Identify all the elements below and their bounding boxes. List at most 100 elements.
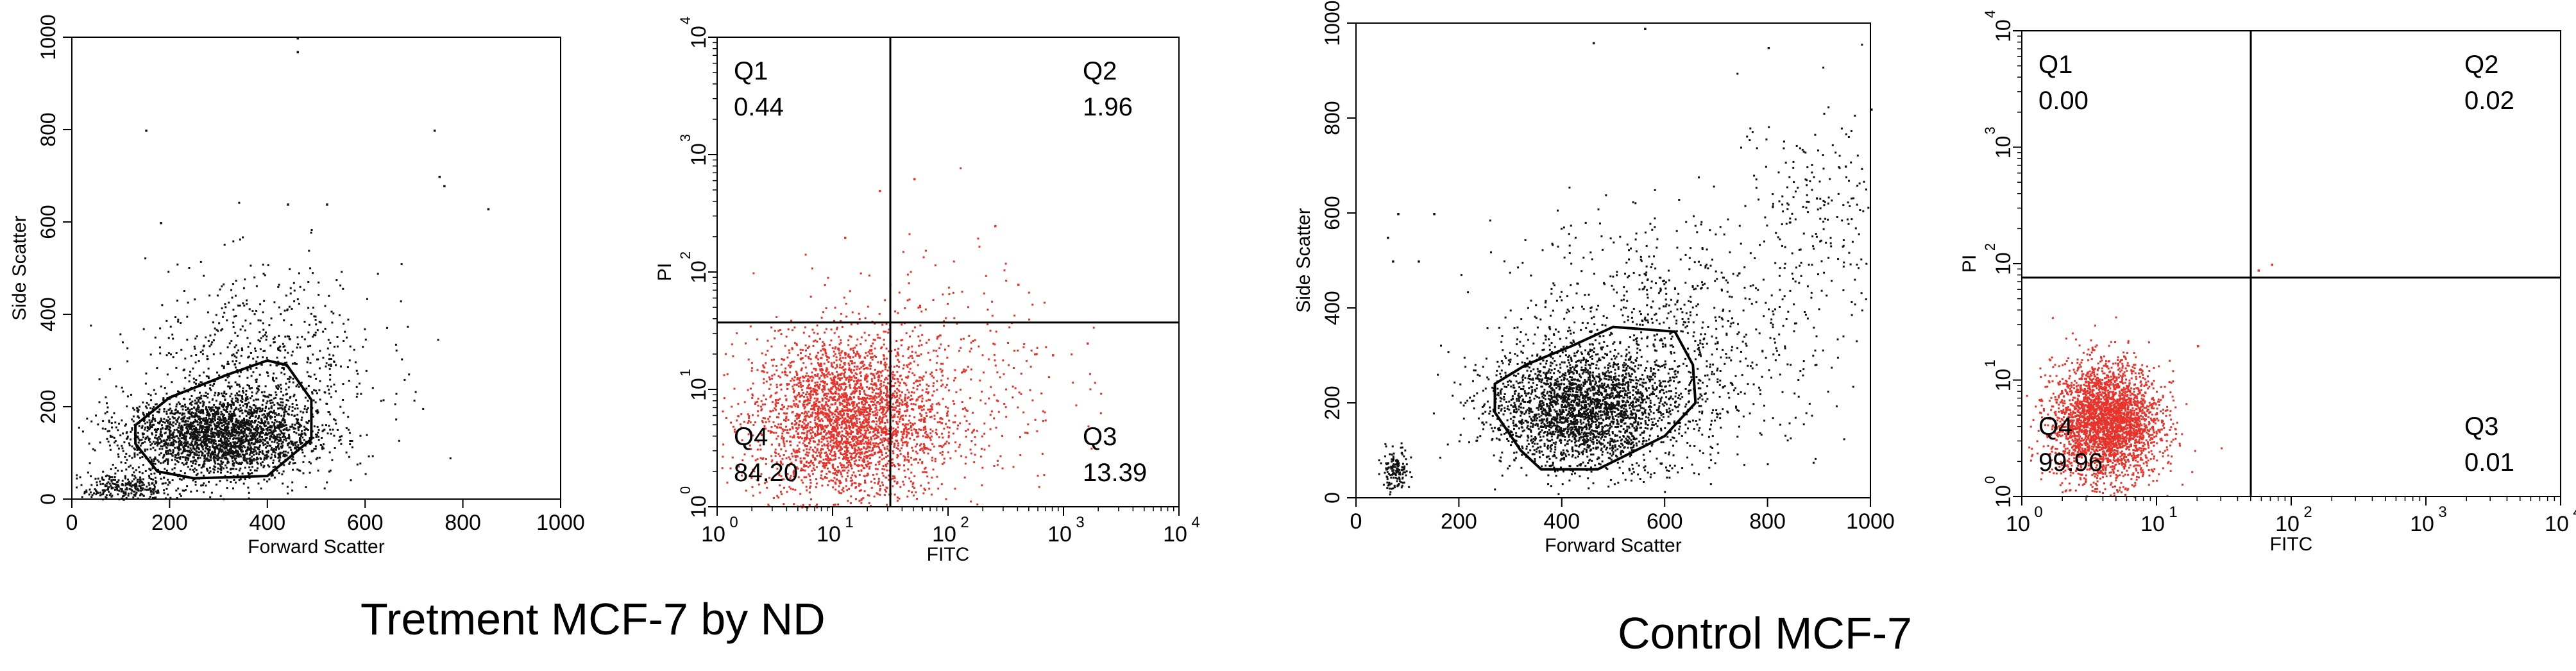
data-point [266, 417, 268, 420]
data-point [840, 352, 843, 354]
data-point [774, 451, 776, 454]
data-point [913, 361, 915, 363]
data-point [298, 272, 300, 275]
data-point [250, 442, 253, 445]
data-point [253, 313, 256, 316]
data-point [267, 422, 270, 425]
data-point [106, 402, 108, 405]
data-point [263, 464, 266, 467]
data-point [809, 429, 812, 431]
data-point [849, 379, 851, 382]
data-point [822, 459, 825, 461]
data-point [178, 448, 181, 450]
data-point [89, 491, 92, 494]
data-point [858, 443, 861, 445]
data-point [822, 348, 824, 350]
data-point [241, 401, 244, 403]
data-point [163, 489, 165, 491]
data-point [96, 491, 99, 494]
data-point [251, 461, 253, 463]
data-point [288, 446, 291, 448]
data-point [205, 414, 208, 416]
data-point [86, 418, 89, 420]
data-point [796, 378, 799, 380]
data-point [814, 391, 817, 393]
data-point [160, 434, 163, 436]
data-point [226, 462, 229, 464]
data-point [194, 337, 197, 340]
data-point [217, 453, 219, 455]
data-point [898, 411, 901, 413]
data-point [196, 402, 198, 405]
data-point [253, 403, 255, 406]
data-point [126, 395, 129, 398]
data-point [214, 394, 216, 396]
data-point [207, 411, 209, 413]
data-point [234, 430, 237, 432]
data-point [347, 416, 350, 418]
data-point [230, 481, 232, 483]
data-point [239, 362, 241, 364]
data-point [884, 425, 886, 428]
data-point [837, 435, 840, 437]
data-point [791, 348, 793, 350]
data-point [253, 421, 256, 424]
data-point [200, 381, 203, 384]
data-point [413, 400, 416, 402]
data-point [231, 450, 233, 452]
data-point [151, 443, 153, 445]
data-point [167, 271, 170, 273]
data-point [838, 450, 840, 452]
data-point [131, 489, 133, 492]
data-point [137, 466, 140, 469]
data-point [847, 450, 849, 452]
data-point [245, 389, 248, 392]
data-point [123, 441, 126, 443]
data-point [287, 444, 289, 446]
data-point [147, 488, 149, 491]
data-point [279, 456, 282, 459]
data-point [271, 454, 273, 455]
data-point [323, 443, 325, 446]
data-point [167, 450, 169, 452]
data-point [127, 495, 130, 497]
data-point [185, 461, 188, 464]
data-point [806, 380, 808, 382]
data-point [344, 330, 346, 333]
data-point [250, 352, 252, 354]
data-point [336, 345, 339, 348]
data-point [264, 350, 266, 352]
data-point [196, 429, 198, 431]
data-point [160, 431, 162, 434]
data-point [216, 328, 218, 331]
data-point [217, 436, 220, 437]
data-point [283, 319, 285, 321]
data-point [214, 424, 216, 427]
data-point [356, 463, 359, 466]
data-point [765, 480, 768, 483]
data-point [738, 465, 740, 468]
data-point [145, 436, 148, 439]
data-point [316, 392, 318, 395]
data-point [247, 423, 250, 426]
data-point [248, 411, 250, 414]
data-point [257, 407, 259, 409]
data-point [171, 381, 173, 384]
data-point [339, 405, 342, 408]
data-point [173, 429, 176, 431]
data-point [249, 421, 251, 423]
data-point [206, 429, 208, 432]
data-point [276, 356, 278, 359]
data-point [264, 407, 267, 409]
data-point [271, 416, 273, 418]
data-point [242, 427, 244, 429]
data-point [247, 486, 250, 489]
data-point [904, 396, 906, 398]
data-point [266, 480, 269, 483]
data-point [214, 463, 217, 465]
data-point [88, 442, 90, 445]
data-point [225, 454, 227, 457]
data-point [328, 451, 331, 454]
data-point [160, 462, 162, 464]
data-point [801, 349, 804, 352]
